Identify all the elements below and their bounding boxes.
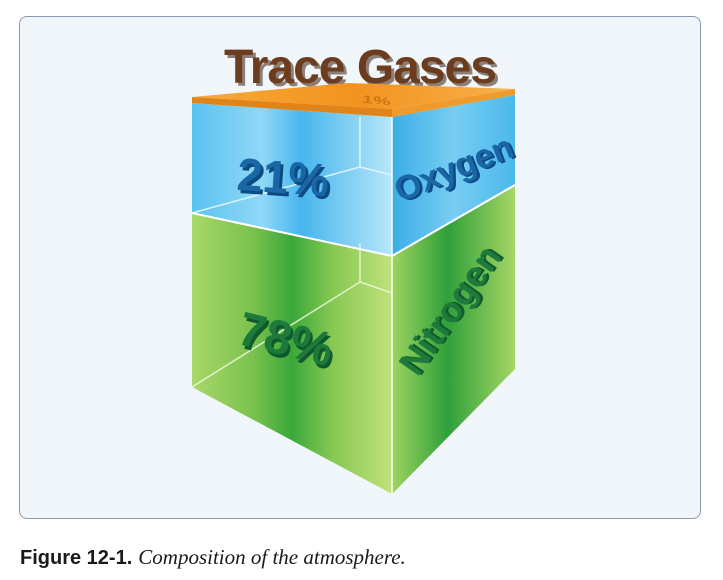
nitrogen-side-face xyxy=(392,185,515,494)
nitrogen-layer: 78% 78% Nitrogen Nitrogen xyxy=(191,184,516,494)
nitrogen-front-face xyxy=(192,213,392,494)
oxygen-side-face xyxy=(392,95,515,256)
trace-cap-percent-label: 1% xyxy=(361,93,391,108)
figure-frame: Trace Gases Trace Gases 21% 21% Oxygen O… xyxy=(19,16,701,519)
trace-cap-side-edge xyxy=(392,89,515,117)
figure-caption-text: Composition of the atmosphere. xyxy=(138,545,406,569)
trace-cap-top-face xyxy=(192,83,515,109)
atmosphere-prism-diagram: Trace Gases Trace Gases 21% 21% Oxygen O… xyxy=(191,41,521,494)
oxygen-percent-shadow: 21% xyxy=(238,151,333,209)
trace-cap-front-edge xyxy=(192,97,392,117)
figure-caption-label: Figure 12-1. xyxy=(20,547,133,569)
oxygen-front-face xyxy=(192,103,392,256)
oxygen-layer: 21% 21% Oxygen Oxygen xyxy=(191,95,521,256)
diagram-title-group: Trace Gases Trace Gases xyxy=(224,41,500,97)
figure-caption: Figure 12-1. Composition of the atmospher… xyxy=(20,545,406,570)
trace-gases-cap: 1% xyxy=(192,83,515,117)
oxygen-percent-label: 21% xyxy=(235,148,330,206)
